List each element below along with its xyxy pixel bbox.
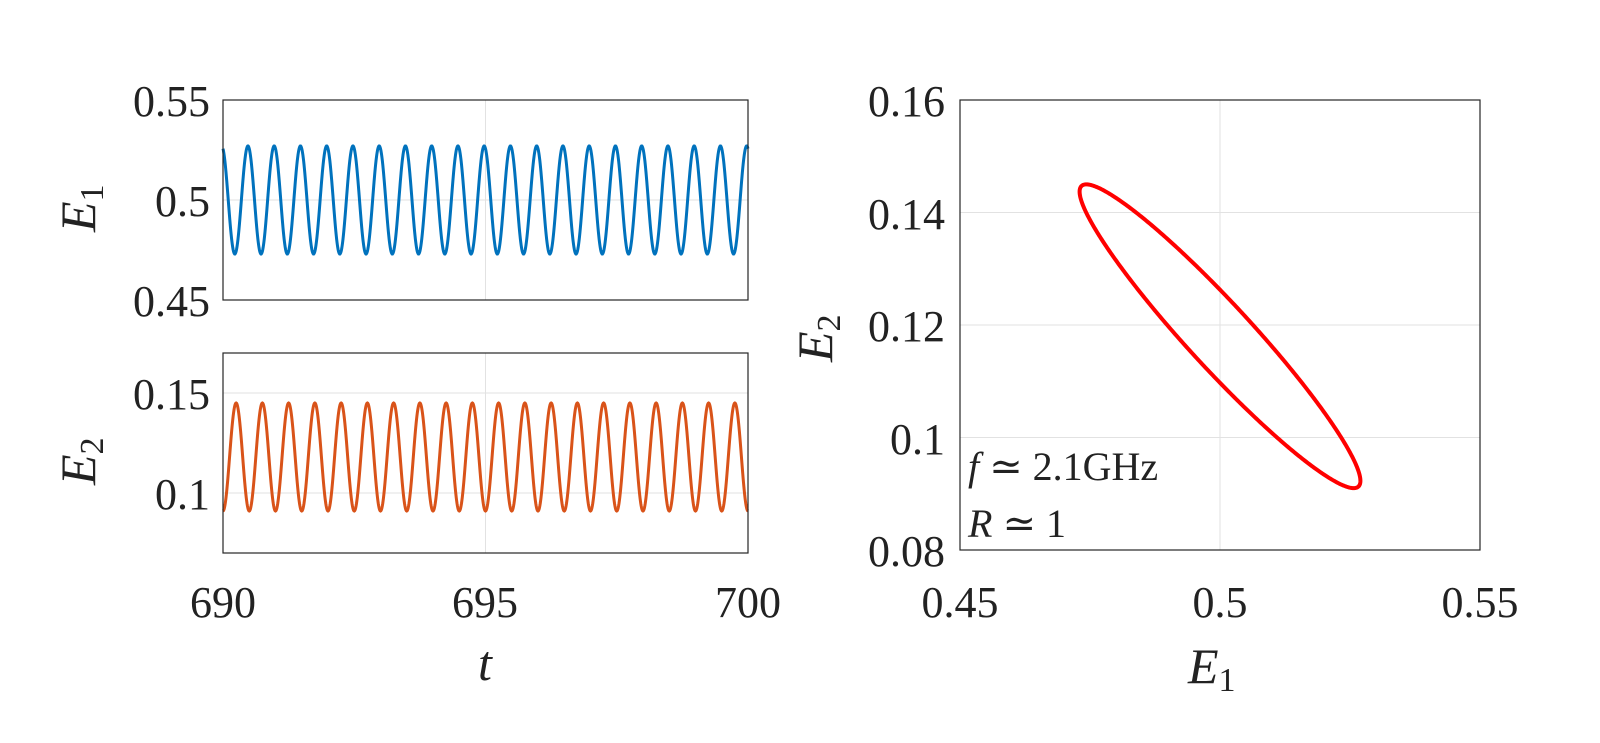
- e2-y-axis-label-main: E: [50, 454, 106, 486]
- phase-y-axis-label-sub: 2: [811, 314, 848, 331]
- e1-y-tick-bottom: 0.45: [133, 277, 210, 326]
- e1-y-tick-labels: 0.55 0.5 0.45: [133, 77, 210, 326]
- e2-series-line: [222, 401, 749, 513]
- e1-y-tick-top: 0.55: [133, 77, 210, 126]
- ratio-annotation-value: ≃ 1: [992, 501, 1066, 546]
- phase-y-tick-0: 0.16: [868, 77, 945, 126]
- phase-x-axis-label-sub: 1: [1219, 662, 1236, 699]
- t-x-tick-left: 690: [190, 578, 256, 627]
- t-x-tick-labels: 690 695 700: [190, 578, 781, 627]
- e2-y-tick-upper: 0.15: [133, 370, 210, 419]
- phase-y-tick-1: 0.14: [868, 190, 945, 239]
- ratio-annotation: R ≃ 1: [967, 501, 1066, 546]
- phase-x-tick-mid: 0.5: [1193, 578, 1248, 627]
- e1-series-line: [221, 144, 750, 256]
- e1-gridlines: [223, 100, 748, 300]
- e2-gridlines: [223, 353, 748, 553]
- phase-y-tick-labels: 0.16 0.14 0.12 0.1 0.08: [868, 77, 945, 576]
- e2-y-tick-labels: 0.15 0.1: [133, 370, 210, 519]
- phase-orbit-curve: [1077, 182, 1363, 491]
- e1-time-series-panel: 0.55 0.5 0.45 E1: [50, 77, 750, 326]
- phase-plot-frame: [959, 99, 1481, 551]
- e2-y-axis-label: E2: [50, 437, 111, 486]
- e2-y-tick-lower: 0.1: [155, 470, 210, 519]
- e2-time-series-panel: 0.15 0.1 690 695 700 E2 t: [50, 352, 781, 691]
- e1-y-axis-label: E1: [50, 184, 111, 233]
- phase-gridlines: [960, 100, 1480, 550]
- phase-x-tick-right: 0.55: [1442, 578, 1519, 627]
- frequency-annotation-value: ≃ 2.1GHz: [979, 444, 1158, 489]
- t-x-tick-mid: 695: [452, 578, 518, 627]
- t-x-tick-right: 700: [715, 578, 781, 627]
- ratio-annotation-symbol: R: [967, 501, 992, 546]
- e2-y-axis-label-sub: 2: [74, 437, 111, 454]
- e1-y-axis-label-main: E: [50, 201, 106, 233]
- phase-y-tick-4: 0.08: [868, 527, 945, 576]
- phase-x-axis-label: E1: [1187, 638, 1236, 699]
- e1-plot-frame: [222, 99, 749, 301]
- e1-y-axis-label-sub: 1: [74, 184, 111, 201]
- e1-y-tick-mid: 0.5: [155, 177, 210, 226]
- phase-y-tick-3: 0.1: [890, 415, 945, 464]
- phase-x-tick-left: 0.45: [922, 578, 999, 627]
- frequency-annotation: f ≃ 2.1GHz: [968, 444, 1158, 489]
- phase-y-axis-label-main: E: [787, 331, 843, 363]
- phase-portrait-panel: 0.16 0.14 0.12 0.1 0.08 0.45 0.5 0.55 E2…: [787, 77, 1519, 699]
- t-x-axis-label: t: [478, 635, 493, 691]
- phase-x-tick-labels: 0.45 0.5 0.55: [922, 578, 1519, 627]
- phase-y-tick-2: 0.12: [868, 302, 945, 351]
- phase-y-axis-label: E2: [787, 314, 848, 363]
- e2-plot-frame: [222, 352, 749, 554]
- phase-x-axis-label-main: E: [1187, 638, 1219, 694]
